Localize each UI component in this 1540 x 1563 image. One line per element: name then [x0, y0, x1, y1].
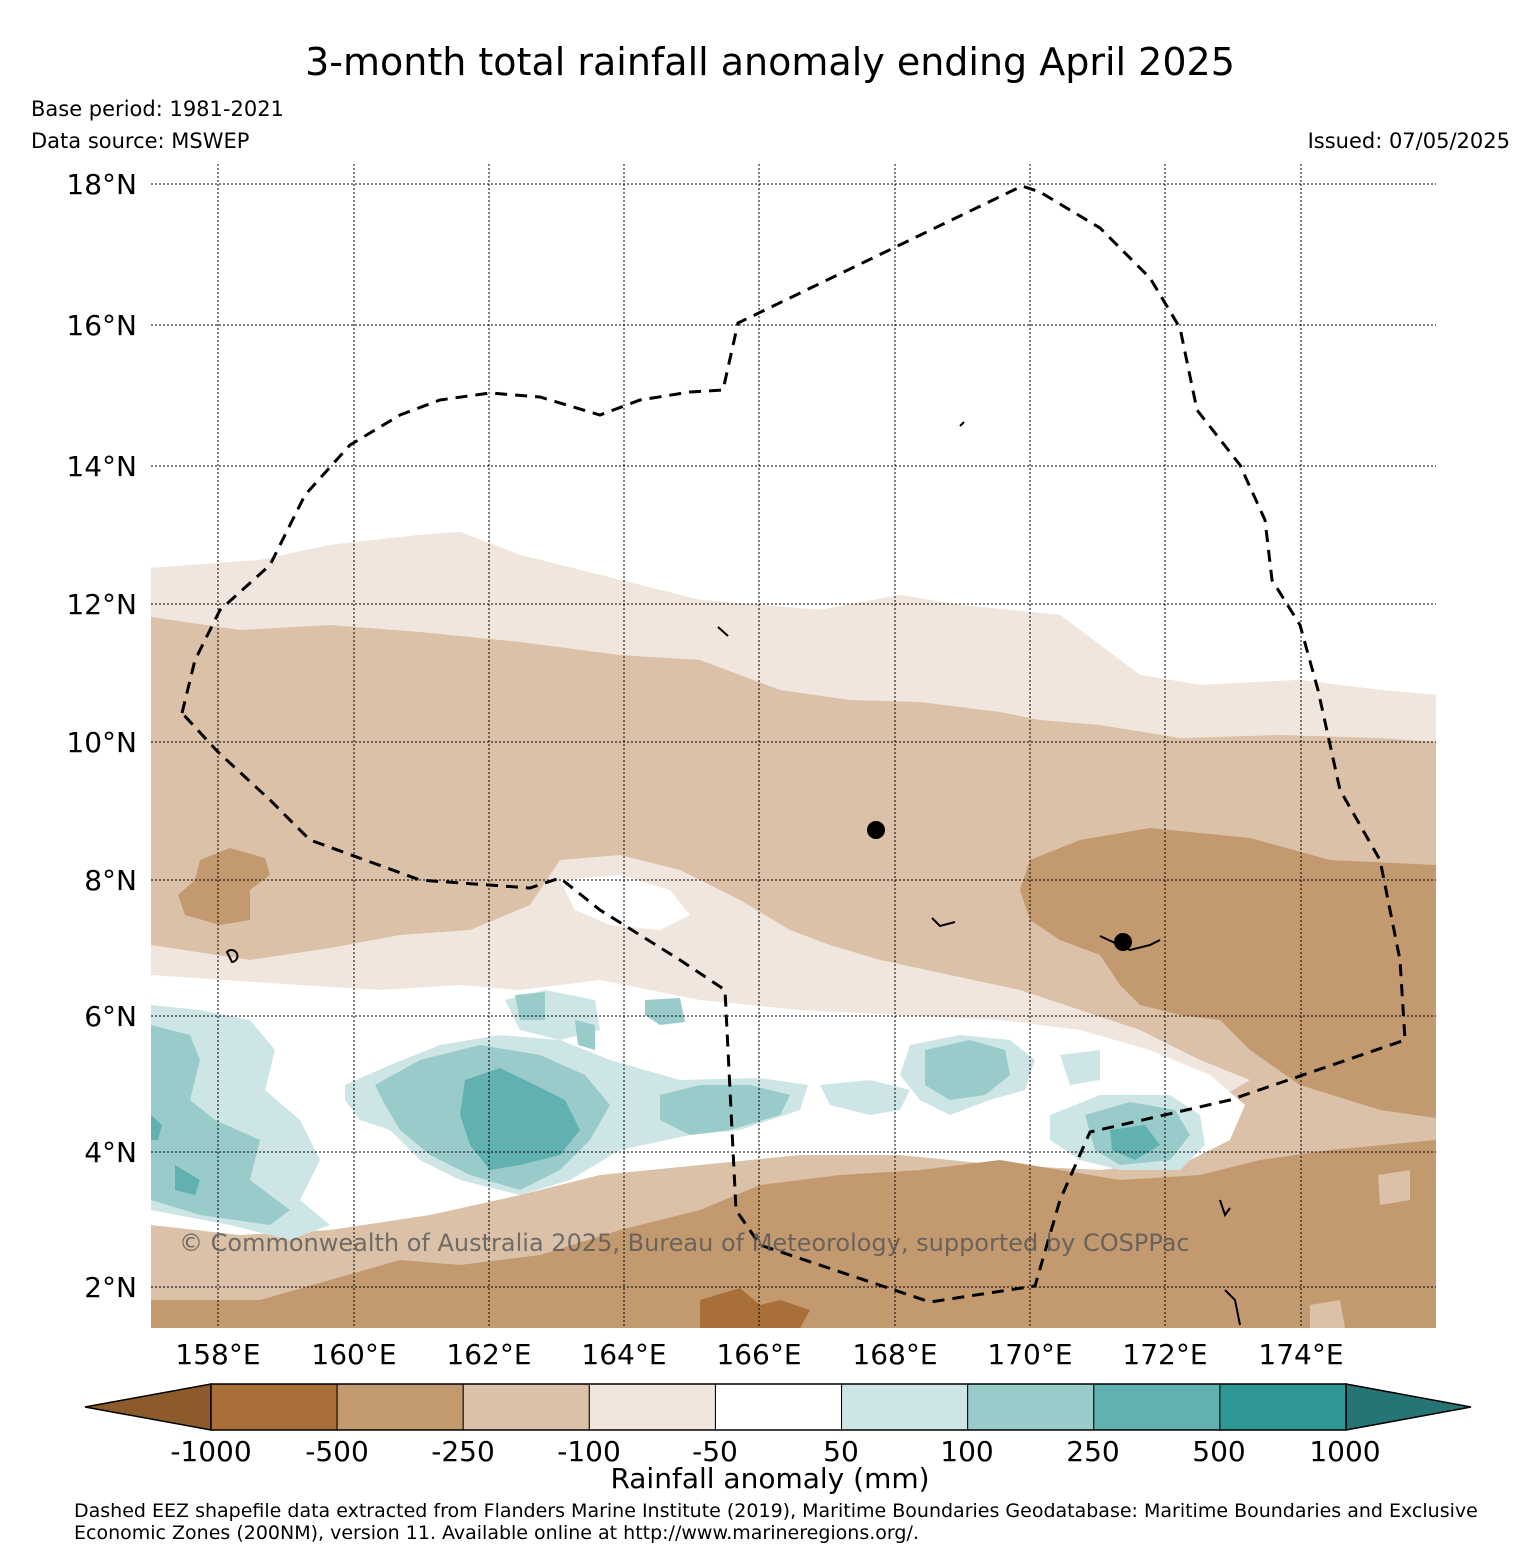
field-east-teal-1: [925, 1040, 1010, 1100]
lon-label: 172°E: [1122, 1338, 1207, 1371]
eez-credit: Dashed EEZ shapefile data extracted from…: [74, 1500, 1514, 1544]
colorbar-label: Rainfall anomaly (mm): [610, 1462, 930, 1495]
lat-label: 12°N: [66, 588, 137, 621]
longitude-labels: 158°E 160°E 162°E 164°E 166°E 168°E 170°…: [175, 1338, 1343, 1371]
colorbar-extend-low: [84, 1383, 212, 1431]
colorbar-tick: -50: [692, 1435, 738, 1468]
latitude-labels: 18°N 16°N 14°N 12°N 10°N 8°N 6°N 4°N 2°N: [66, 168, 137, 1304]
colorbar-segment: [336, 1383, 464, 1431]
field-lightteal-strip: [820, 1080, 910, 1115]
field-south-darkbrown: [700, 1288, 810, 1328]
issued-date: Issued: 07/05/2025: [1307, 129, 1510, 153]
colorbar-segment: [967, 1383, 1095, 1431]
eez-boundary: [180, 184, 1407, 1304]
islands: [225, 421, 1241, 1326]
colorbar-tick: 500: [1192, 1435, 1245, 1468]
field-north-white: [151, 164, 1436, 695]
field-central-white-tongue: [560, 875, 690, 930]
colorbar-segment: [462, 1383, 590, 1431]
colorbar-segment: [1093, 1383, 1221, 1431]
lat-label: 2°N: [84, 1271, 137, 1304]
colorbar-tick: 50: [823, 1435, 859, 1468]
lon-label: 170°E: [987, 1338, 1072, 1371]
field-west-darkteal: [175, 1165, 200, 1195]
island-marker-north: [867, 821, 885, 839]
lon-label: 164°E: [581, 1338, 666, 1371]
lat-label: 4°N: [84, 1136, 137, 1169]
lat-label: 10°N: [66, 726, 137, 759]
colorbar-segment: [210, 1383, 338, 1431]
field-central-darkteal: [460, 1068, 580, 1170]
field-central-teal-east: [660, 1085, 790, 1135]
field-teal-patch-2: [515, 992, 545, 1020]
field-south-tan-patch: [1310, 1300, 1345, 1328]
field-west-brown: [178, 848, 270, 925]
copyright-watermark: © Commonwealth of Australia 2025, Bureau…: [179, 1229, 1190, 1257]
lat-label: 18°N: [66, 168, 137, 201]
lon-label: 168°E: [852, 1338, 937, 1371]
colorbar-tick: -1000: [170, 1435, 251, 1468]
colorbar-tick: 1000: [1309, 1435, 1380, 1468]
lon-label: 160°E: [311, 1338, 396, 1371]
anomaly-fields: [151, 164, 1436, 1328]
field-east-darkteal: [1110, 1125, 1160, 1160]
lat-label: 14°N: [66, 450, 137, 483]
colorbar-tick: -250: [431, 1435, 495, 1468]
field-teal-patch-3: [645, 998, 685, 1025]
lat-label: 16°N: [66, 309, 137, 342]
colorbar-tick: 250: [1066, 1435, 1119, 1468]
colorbar-segment: [588, 1383, 716, 1431]
data-source: Data source: MSWEP: [31, 129, 250, 153]
lon-label: 166°E: [716, 1338, 801, 1371]
map-title: 3-month total rainfall anomaly ending Ap…: [305, 40, 1235, 84]
colorbar-tick: 100: [940, 1435, 993, 1468]
lat-label: 6°N: [84, 1000, 137, 1033]
credit-line-1: Dashed EEZ shapefile data extracted from…: [74, 1500, 1478, 1522]
field-teal-patch-4: [575, 1020, 595, 1050]
field-south-lighttan-patch: [1378, 1170, 1410, 1205]
base-period: Base period: 1981-2021: [31, 97, 284, 121]
lon-label: 162°E: [446, 1338, 531, 1371]
colorbar-segment: [841, 1383, 969, 1431]
lon-label: 158°E: [175, 1338, 260, 1371]
field-east-brown: [1020, 828, 1436, 1118]
lat-label: 8°N: [84, 864, 137, 897]
gridlines: [151, 164, 1436, 1328]
colorbar: [84, 1383, 1472, 1431]
colorbar-segment: [1219, 1383, 1347, 1431]
credit-line-2: Economic Zones (200NM), version 11. Avai…: [74, 1522, 919, 1544]
field-south-brown: [151, 1140, 1436, 1328]
lon-label: 174°E: [1258, 1338, 1343, 1371]
colorbar-tick: -500: [305, 1435, 369, 1468]
colorbar-extend-high: [1345, 1383, 1472, 1431]
field-west-darkteal2: [151, 1115, 162, 1140]
field-lightteal-small: [1060, 1050, 1100, 1085]
field-north-lighttan: [151, 532, 1436, 742]
colorbar-ticks: -1000 -500 -250 -100 -50 50 100 250 500 …: [170, 1435, 1380, 1468]
colorbar-tick: -100: [557, 1435, 621, 1468]
colorbar-segment: [714, 1383, 843, 1431]
